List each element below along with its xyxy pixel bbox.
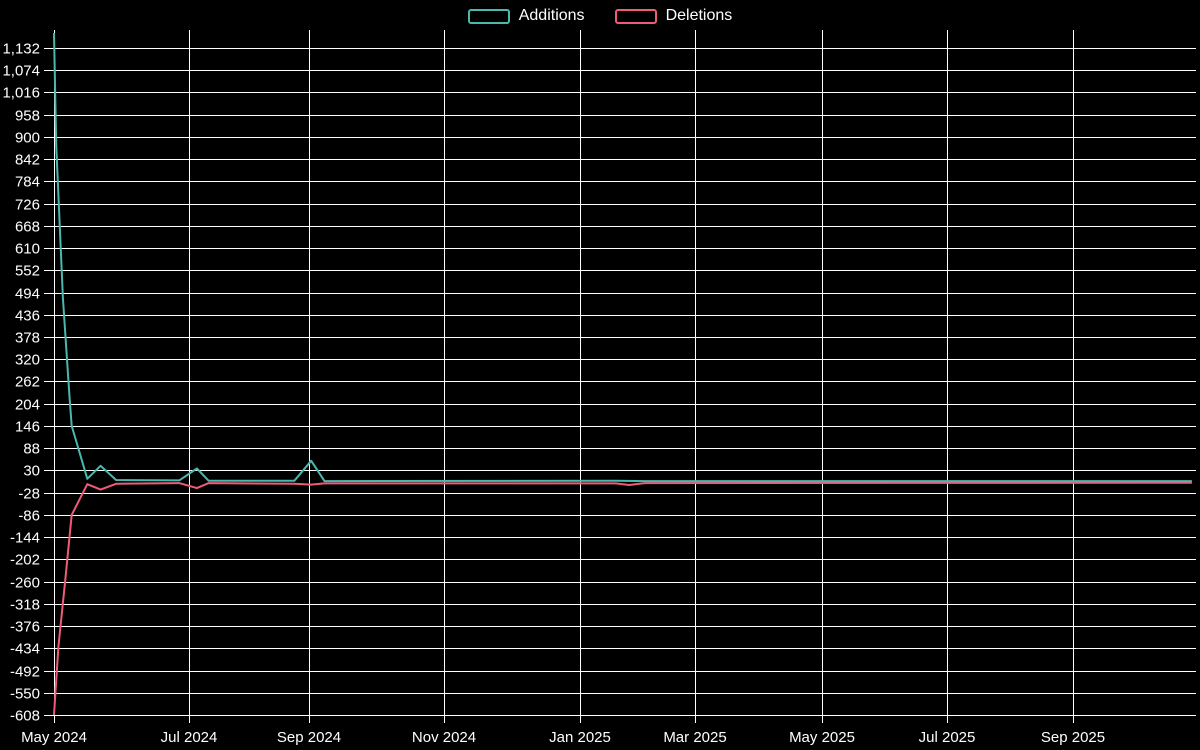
y-tick-label: 958 (15, 108, 40, 125)
deletions-line (53, 481, 1192, 716)
additions-swatch-icon (467, 8, 510, 24)
y-tick-label: 378 (15, 330, 40, 347)
y-tick-label: 726 (15, 197, 40, 214)
x-tick-label: Jan 2025 (549, 729, 611, 746)
y-tick-label: 552 (15, 263, 40, 280)
y-tick-label: 436 (15, 308, 40, 325)
y-tick-label: 146 (15, 419, 40, 436)
legend-label: Deletions (665, 7, 733, 24)
y-tick-label: 1,016 (2, 85, 40, 102)
additions-line (53, 32, 1192, 483)
x-tick-label: Sep 2024 (277, 729, 341, 746)
gridlines (44, 30, 1196, 723)
x-tick-label: Jul 2025 (919, 729, 976, 746)
chart-legend: Additions Deletions (0, 7, 1200, 25)
x-tick-label: Sep 2025 (1041, 729, 1105, 746)
y-tick-label: -144 (10, 530, 40, 547)
y-tick-label: -608 (10, 708, 40, 725)
series-lines (53, 32, 1192, 716)
y-tick-label: 494 (15, 286, 40, 303)
y-tick-label: 88 (23, 441, 40, 458)
y-tick-label: -202 (10, 552, 40, 569)
y-tick-label: -492 (10, 664, 40, 681)
y-tick-label: 668 (15, 219, 40, 236)
deletions-swatch-icon (614, 8, 657, 24)
y-tick-label: 262 (15, 374, 40, 391)
y-tick-label: -318 (10, 597, 40, 614)
y-tick-label: -550 (10, 686, 40, 703)
x-tick-label: Mar 2025 (663, 729, 726, 746)
y-tick-label: 784 (15, 174, 40, 191)
legend-label: Additions (518, 7, 585, 24)
axis-labels: 1,132 1,074 1,016 958 900 842 784 726 668 610 552 4… (2, 41, 1105, 747)
legend-item-additions[interactable]: Additions (467, 7, 585, 25)
y-tick-label: -376 (10, 619, 40, 636)
y-tick-label: 1,074 (2, 63, 40, 80)
y-tick-label: 320 (15, 352, 40, 369)
y-tick-label: 610 (15, 241, 40, 258)
x-tick-label: Jul 2024 (161, 729, 218, 746)
y-tick-label: 900 (15, 130, 40, 147)
x-tick-label: Nov 2024 (412, 729, 476, 746)
y-tick-label: -28 (18, 486, 40, 503)
y-tick-label: 842 (15, 152, 40, 169)
y-tick-label: -86 (18, 508, 40, 525)
y-tick-label: 30 (23, 463, 40, 480)
legend-item-deletions[interactable]: Deletions (614, 7, 733, 25)
y-tick-label: 1,132 (2, 41, 40, 58)
y-tick-label: -260 (10, 575, 40, 592)
y-tick-label: -434 (10, 641, 40, 658)
y-tick-label: 204 (15, 397, 40, 414)
x-tick-label: May 2025 (789, 729, 855, 746)
x-tick-label: May 2024 (21, 729, 87, 746)
